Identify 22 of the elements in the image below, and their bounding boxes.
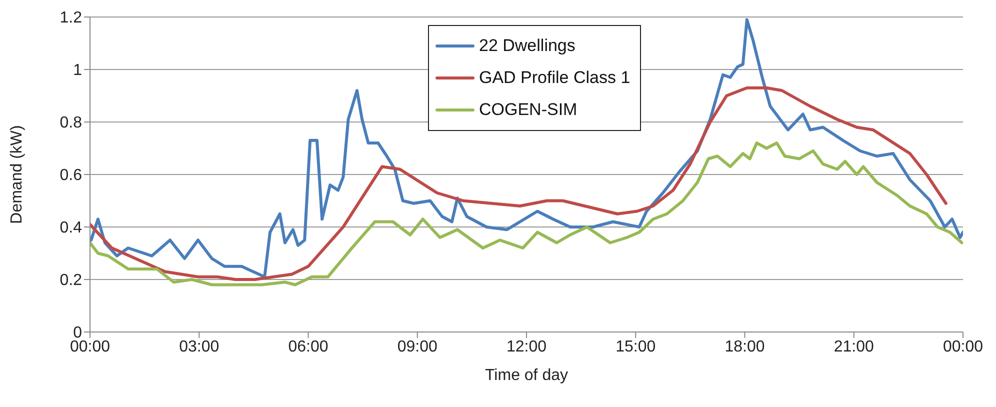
x-tick-label: 15:00 (616, 338, 656, 356)
x-tick-label: 12:00 (506, 338, 547, 356)
legend-label: COGEN-SIM (479, 100, 578, 120)
line-series (90, 86, 948, 281)
y-tick-label: 1 (73, 62, 82, 80)
x-tick-label: 06:00 (288, 338, 328, 356)
legend-label: 22 Dwellings (479, 36, 576, 56)
y-tick-label: 0.2 (60, 272, 82, 290)
line-series (90, 18, 963, 278)
x-tick-label: 00:00 (942, 338, 984, 356)
y-tick-label: 1.2 (60, 10, 82, 27)
y-tick-label: 0.6 (60, 167, 82, 184)
y-axis-title: Demand (kW) (8, 125, 26, 224)
x-tick-label: 03:00 (179, 338, 220, 356)
x-axis-title: Time of day (485, 367, 568, 384)
legend-label: GAD Profile Class 1 (479, 68, 630, 88)
y-tick-label: 0.4 (60, 220, 82, 237)
x-tick-label: 18:00 (724, 338, 765, 356)
line-series (90, 142, 963, 286)
x-tick-label: 21:00 (834, 338, 874, 356)
x-tick-label: 09:00 (397, 338, 438, 356)
y-tick-label: 0.8 (60, 114, 82, 132)
